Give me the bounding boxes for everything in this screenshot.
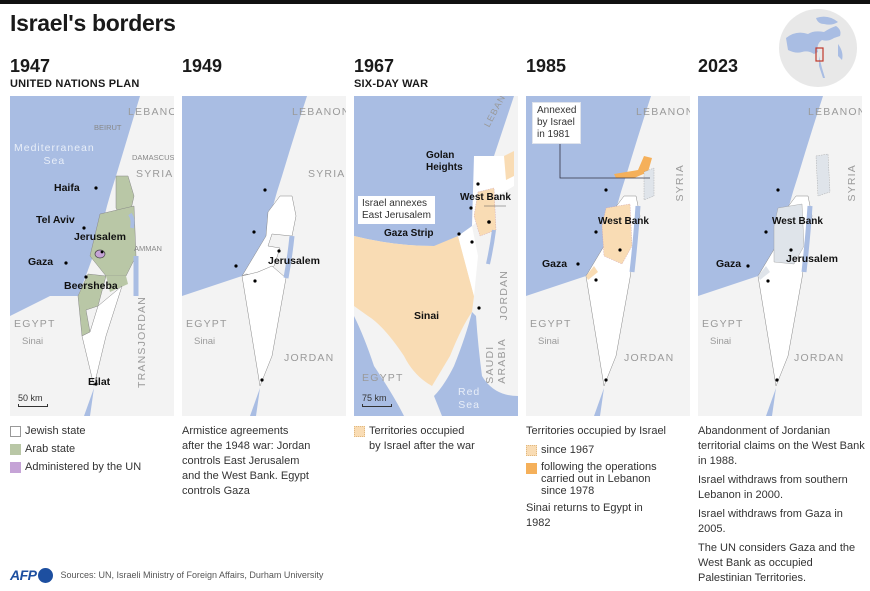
panel-year: 2023 [698, 56, 739, 76]
label-west-bank: West Bank [772, 216, 823, 227]
panel-subtitle [526, 78, 690, 94]
label-egypt: EGYPT [14, 318, 56, 330]
label-west-bank: West Bank [598, 216, 649, 227]
label-sinai: Sinai [538, 336, 560, 347]
globe-locator-icon [778, 8, 858, 88]
label-jordan: JORDAN [284, 352, 335, 364]
map-1967: LEBANON Golan Heights West Bank Israel a… [354, 96, 518, 416]
label-egypt: EGYPT [702, 318, 744, 330]
page-title: Israel's borders [10, 10, 176, 36]
label-sinai: Sinai [22, 336, 44, 347]
label-jerusalem: Jerusalem [74, 231, 126, 243]
legend-item: Territories occupied by Israel after the… [354, 424, 524, 454]
panel-year: 1949 [182, 56, 223, 76]
callout-east-jerusalem: Israel annexes East Jerusalem [358, 196, 435, 224]
label-egypt: EGYPT [362, 372, 404, 384]
label-gaza: Gaza [716, 258, 742, 270]
label-golan-heights: Golan Heights [426, 150, 463, 173]
afp-logo-dot-icon [37, 567, 53, 583]
legend-item: Arab state [10, 442, 180, 457]
label-jordan: JORDAN [794, 352, 845, 364]
description-1949: Armistice agreements after the 1948 war:… [182, 425, 311, 497]
label-beirut: BEIRUT [94, 123, 122, 132]
label-syria: SYRIA [674, 164, 686, 202]
map-1985: Annexed by Israel in 1981 LEBANON SYRIA … [526, 96, 690, 416]
swatch-occupied-1967 [526, 445, 537, 456]
top-rule [0, 0, 870, 4]
map-1947: LEBANON BEIRUT Mediterranean Sea DAMASCU… [10, 96, 174, 416]
label-egypt: EGYPT [530, 318, 572, 330]
label-jerusalem: Jerusalem [786, 253, 838, 265]
panel-year: 1967 [354, 56, 395, 76]
label-gaza: Gaza [542, 258, 568, 270]
label-gaza: Gaza [28, 256, 54, 268]
panel-subtitle [698, 78, 862, 94]
label-haifa: Haifa [54, 182, 80, 194]
map-2023: LEBANON SYRIA West Bank Gaza Jerusalem E… [698, 96, 862, 416]
panel-1949: 1949 LEBANON SYRIA Jerusalem EGYPT Sinai… [182, 56, 346, 497]
label-lebanon: LEBANON [128, 106, 174, 118]
label-lebanon: LEBANON [808, 106, 862, 118]
label-amman: AMMAN [134, 244, 162, 253]
label-mediterranean-sea: Mediterranean Sea [14, 142, 95, 167]
panel-1967: 1967 SIX-DAY WAR LEBANON Golan Heights W… [354, 56, 518, 452]
legend-title: Territories occupied by Israel [526, 425, 667, 437]
label-egypt: EGYPT [186, 318, 228, 330]
label-syria: SYRIA [136, 168, 174, 180]
label-jordan: JORDAN [624, 352, 675, 364]
callout-annexed-1981: Annexed by Israel in 1981 [532, 102, 582, 144]
legend-1967: Territories occupied by Israel after the… [354, 424, 524, 457]
label-jordan: JORDAN [498, 270, 510, 321]
legend-item: since 1967 [526, 443, 696, 458]
panel-2023: 2023 LEBANON SYRIA West Bank Gaza Jerusa… [698, 56, 865, 584]
swatch-un [10, 462, 21, 473]
label-tel-aviv: Tel Aviv [36, 214, 75, 226]
label-sinai: Sinai [414, 310, 440, 322]
footer: AFP Sources: UN, Israeli Ministry of For… [10, 567, 323, 583]
map-1949: LEBANON SYRIA Jerusalem EGYPT Sinai JORD… [182, 96, 346, 416]
swatch-occupied-1967 [354, 426, 365, 437]
sources-credit: Sources: UN, Israeli Ministry of Foreign… [60, 570, 324, 580]
panel-year: 1985 [526, 56, 567, 76]
panel-subtitle: UNITED NATIONS PLAN [10, 78, 140, 90]
label-sinai: Sinai [194, 336, 216, 347]
legend-item: Jewish state [10, 424, 180, 439]
scale-bar: 75 km [362, 393, 392, 407]
label-saudi-arabia: SAUDI ARABIA [484, 338, 508, 384]
swatch-lebanon-operations [526, 463, 537, 474]
legend-1947: Jewish state Arab state Administered by … [10, 424, 180, 478]
swatch-arab-state [10, 444, 21, 455]
panel-1985: 1985 Annexed by Israel in 1981 LEBANON S… [526, 56, 690, 529]
label-lebanon: LEBANON [292, 106, 346, 118]
afp-logo: AFP [10, 567, 37, 583]
label-damascus: DAMASCUS [132, 153, 174, 162]
panel-subtitle: SIX-DAY WAR [354, 78, 429, 90]
panel-1947: 1947 UNITED NATIONS PLAN LEBANON BEIRUT … [10, 56, 174, 473]
panel-subtitle [182, 78, 346, 94]
swatch-jewish-state [10, 426, 21, 437]
label-lebanon: LEBANON [636, 106, 690, 118]
scale-bar: 50 km [18, 393, 48, 407]
panel-year: 1947 [10, 56, 51, 76]
label-eilat: Eilat [88, 376, 111, 388]
label-sinai: Sinai [710, 336, 732, 347]
label-syria: SYRIA [846, 164, 858, 202]
label-syria: SYRIA [308, 168, 346, 180]
label-transjordan: TRANSJORDAN [136, 296, 148, 388]
legend-1985: Territories occupied by Israel since 196… [526, 424, 696, 535]
label-jerusalem: Jerusalem [268, 255, 320, 267]
note-sinai-returns: Sinai returns to Egypt in 1982 [526, 502, 643, 529]
description-2023: Abandonment of Jordanian territorial cla… [698, 425, 865, 584]
label-gaza-strip: Gaza Strip [384, 228, 434, 239]
legend-item: following the operations carried out in … [526, 461, 696, 497]
label-red-sea: Red Sea [458, 386, 481, 411]
legend-item: Administered by the UN [10, 460, 180, 475]
label-beersheba: Beersheba [64, 280, 118, 292]
label-west-bank: West Bank [460, 192, 511, 203]
